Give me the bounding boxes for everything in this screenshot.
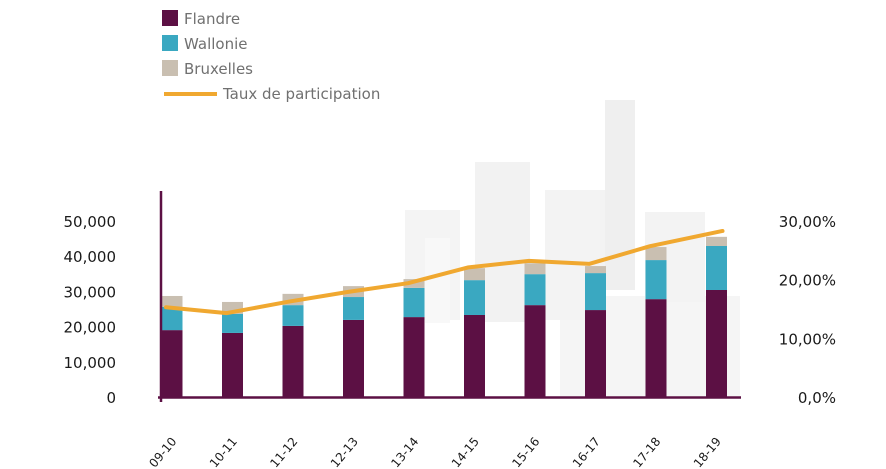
bar-flandre-09-10 xyxy=(161,330,183,397)
skyline-building xyxy=(605,100,635,290)
bar-flandre-12-13 xyxy=(343,319,364,397)
bar-wallonie-14-15 xyxy=(464,280,485,315)
bar-wallonie-12-13 xyxy=(343,297,364,320)
city-skyline-illustration xyxy=(405,100,740,396)
bar-bruxelles-17-18 xyxy=(645,247,667,261)
y-tick-label: 30,000 xyxy=(64,283,117,301)
legend: Flandre Wallonie Bruxelles Taux de particip… xyxy=(162,10,380,103)
x-tick-label: 11-12 xyxy=(267,435,300,469)
bar-bruxelles-09-10 xyxy=(161,295,183,307)
axes xyxy=(158,191,741,402)
bar-wallonie-09-10 xyxy=(161,306,183,331)
participation-line xyxy=(164,228,725,316)
legend-label: Taux de participation xyxy=(222,85,380,103)
y-right-tick-label: 0,0% xyxy=(798,389,836,407)
y-right-tick-label: 20,00% xyxy=(779,272,836,290)
x-tick-label: 18-19 xyxy=(691,435,724,469)
legend-label: Bruxelles xyxy=(184,60,253,78)
x-tick-label: 12-13 xyxy=(328,435,361,469)
x-tick-label: 10-11 xyxy=(207,435,240,469)
x-tick-label: 13-14 xyxy=(388,435,421,469)
bar-wallonie-17-18 xyxy=(645,260,667,300)
y-tick-label: 40,000 xyxy=(64,248,117,266)
y-right-tick-label: 10,00% xyxy=(779,330,836,348)
y-tick-label: 20,000 xyxy=(64,319,117,337)
bar-wallonie-11-12 xyxy=(282,305,304,326)
bar-flandre-15-16 xyxy=(524,305,546,397)
x-tick-label: 09-10 xyxy=(146,435,179,469)
x-tick-label: 17-18 xyxy=(630,435,663,469)
x-tick-label: 16-17 xyxy=(570,435,603,469)
bar-flandre-17-18 xyxy=(645,299,667,397)
y-tick-label: 0 xyxy=(106,389,116,407)
bar-flandre-18-19 xyxy=(706,289,727,397)
bar-flandre-16-17 xyxy=(585,310,606,397)
bar-wallonie-18-19 xyxy=(706,245,727,290)
bar-wallonie-10-11 xyxy=(222,313,243,333)
bar-flandre-14-15 xyxy=(464,314,485,397)
line-taux-de-participation xyxy=(164,228,725,316)
y-tick-label: 10,000 xyxy=(64,354,117,372)
skyline-building xyxy=(425,238,450,323)
bar-wallonie-16-17 xyxy=(585,273,606,311)
bar-flandre-11-12 xyxy=(282,325,304,397)
bar-flandre-10-11 xyxy=(222,332,243,397)
x-tick-label: 14-15 xyxy=(449,435,482,469)
bar-wallonie-13-14 xyxy=(403,287,425,318)
y-tick-label: 50,000 xyxy=(64,213,117,231)
bar-bruxelles-14-15 xyxy=(464,268,485,281)
legend-swatch-bruxelles xyxy=(162,60,178,76)
bar-flandre-13-14 xyxy=(403,317,425,397)
y-right-tick-label: 30,00% xyxy=(779,213,836,231)
bar-bruxelles-18-19 xyxy=(706,236,727,246)
legend-swatch-flandre xyxy=(162,10,178,26)
bar-bruxelles-15-16 xyxy=(524,263,546,275)
legend-label: Wallonie xyxy=(184,35,247,53)
bar-wallonie-15-16 xyxy=(524,274,546,306)
bar-bruxelles-16-17 xyxy=(585,266,606,274)
x-tick-label: 15-16 xyxy=(509,435,542,469)
legend-swatch-wallonie xyxy=(162,35,178,51)
legend-label: Flandre xyxy=(184,10,240,28)
bar-bruxelles-10-11 xyxy=(222,301,243,314)
